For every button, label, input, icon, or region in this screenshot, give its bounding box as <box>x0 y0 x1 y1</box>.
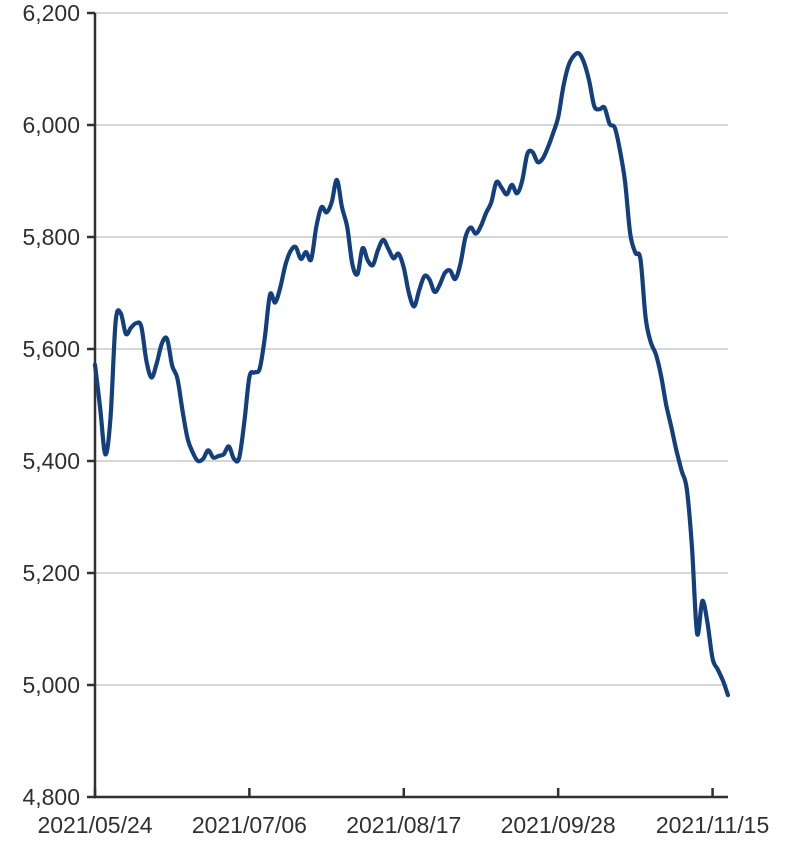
x-tick-label: 2021/07/06 <box>192 812 307 838</box>
y-tick-label: 6,000 <box>22 112 80 138</box>
y-tick-label: 5,800 <box>22 224 80 250</box>
series-line <box>92 50 731 698</box>
y-tick-label: 5,400 <box>22 448 80 474</box>
y-tick-label: 5,200 <box>22 560 80 586</box>
x-tick-label: 2021/09/28 <box>501 812 616 838</box>
x-tick-label: 2021/08/17 <box>346 812 461 838</box>
y-tick-label: 4,800 <box>22 784 80 810</box>
y-tick-label: 5,600 <box>22 336 80 362</box>
y-tick-label: 6,200 <box>22 0 80 26</box>
x-tick-label: 2021/11/15 <box>656 812 769 838</box>
y-tick-label: 5,000 <box>22 672 80 698</box>
x-tick-label: 2021/05/24 <box>37 812 152 838</box>
